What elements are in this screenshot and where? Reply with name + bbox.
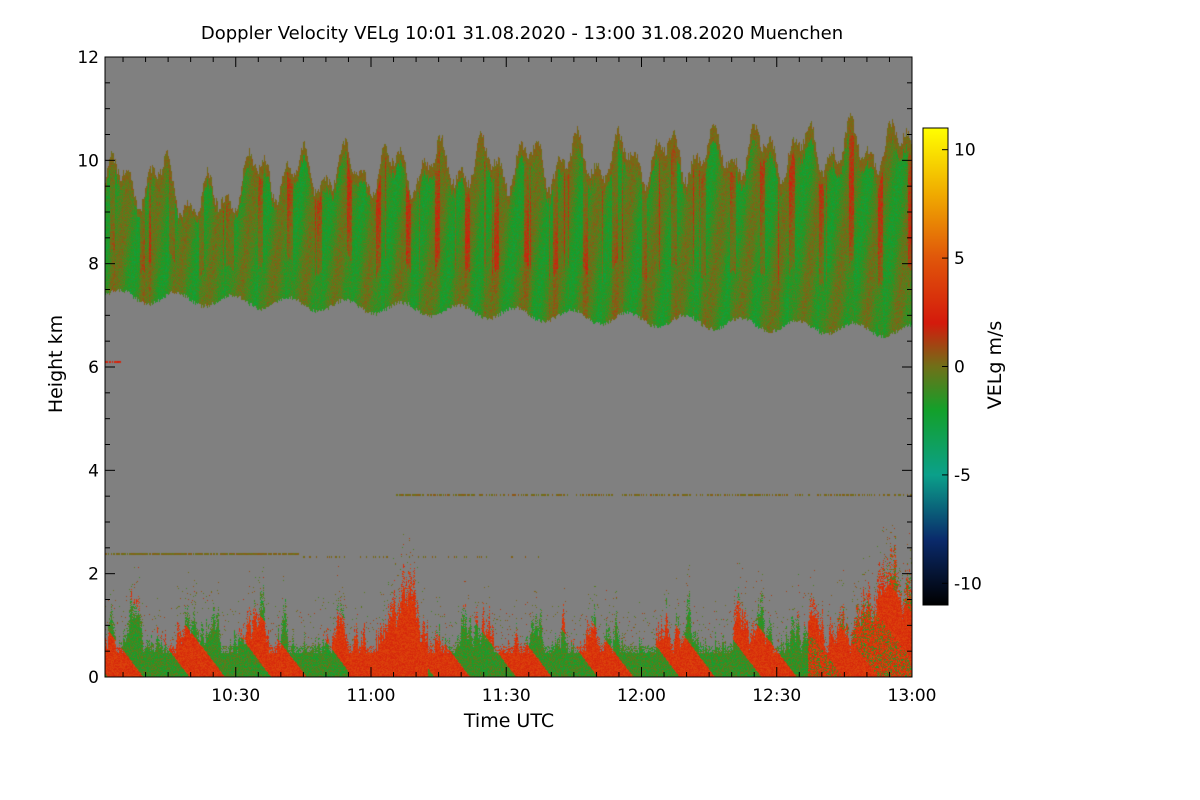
- y-tick-label: 10: [77, 151, 99, 171]
- y-tick-label: 12: [77, 48, 99, 68]
- chart-title: Doppler Velocity VELg 10:01 31.08.2020 -…: [201, 23, 843, 44]
- colorbar-tick-label: 0: [954, 358, 965, 378]
- x-tick-label: 13:00: [888, 686, 937, 706]
- colorbar-tick-label: 10: [954, 141, 976, 161]
- colorbar-tick-label: -5: [954, 466, 971, 486]
- x-axis-label: Time UTC: [463, 710, 554, 732]
- y-tick-label: 6: [88, 358, 99, 378]
- y-tick-label: 2: [88, 565, 99, 585]
- velocity-heatmap: [105, 57, 912, 677]
- x-tick-label: 10:30: [211, 686, 260, 706]
- colorbar-label: VELg m/s: [984, 321, 1006, 410]
- colorbar-tick-label: 5: [954, 249, 965, 269]
- x-tick-label: 12:00: [617, 686, 666, 706]
- x-tick-label: 11:30: [482, 686, 531, 706]
- colorbar-tick-label: -10: [954, 574, 982, 594]
- y-tick-label: 8: [88, 255, 99, 275]
- x-tick-label: 11:00: [346, 686, 395, 706]
- x-tick-label: 12:30: [752, 686, 801, 706]
- y-axis-label: Height km: [45, 315, 67, 413]
- y-tick-label: 0: [88, 668, 99, 688]
- y-tick-label: 4: [88, 461, 99, 481]
